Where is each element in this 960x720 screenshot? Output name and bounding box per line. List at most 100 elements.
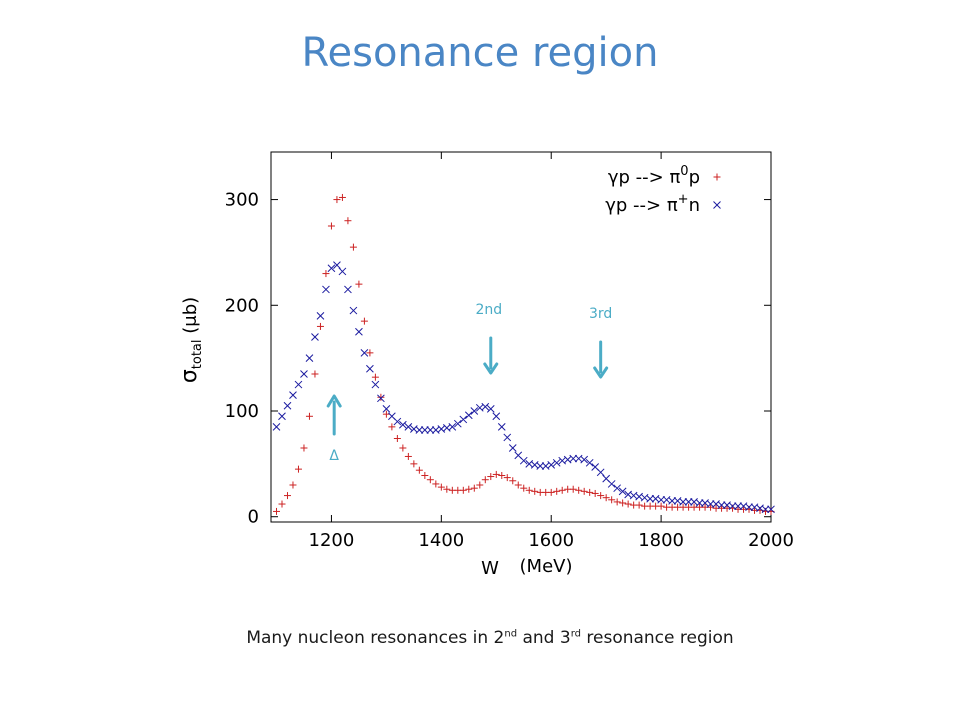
data-point [305,412,313,420]
data-point [465,485,473,493]
data-point [657,495,665,504]
cross-b [713,201,721,209]
data-point [404,452,412,460]
data-point [476,481,484,489]
cross-b [558,456,567,465]
caption-sup-nd: nd [504,628,518,640]
data-point [520,484,528,492]
cross-b [294,380,303,389]
y-tick-label: 0 [248,507,259,528]
data-point [426,476,434,484]
data-point [580,487,588,495]
cross-b [745,503,753,512]
data-point [283,401,292,410]
data-point [349,243,357,251]
legend-entry-label: γp --> π+n [605,192,700,216]
cross-b [470,407,479,415]
x-tick-label: 1800 [638,530,684,551]
data-point [432,480,440,488]
cross-b [761,505,770,514]
data-point [509,477,517,485]
legend-marker [713,173,721,181]
data-point [734,502,742,510]
cross-b [679,498,687,506]
cross-b [602,474,611,483]
data-point [272,507,280,515]
cross-b [349,306,358,315]
data-point [706,500,715,508]
data-point [338,193,346,201]
cross-b [767,505,775,514]
annotation-2nd: 2nd [475,302,502,375]
cross-b [591,463,600,471]
data-point [514,481,522,489]
data-point [635,501,643,509]
cross-b [377,394,385,403]
plot-frame [270,151,772,523]
cross-b [481,402,490,411]
data-point [371,373,379,381]
cross-b [580,455,589,464]
cross-b [519,456,528,465]
cross-b [399,420,407,429]
data-point [531,487,539,495]
data-point [717,501,726,509]
data-point [668,497,676,505]
data-point [338,267,347,276]
data-point [415,466,423,474]
cross-b [486,405,495,413]
data-point [487,473,495,481]
data-point [366,349,374,357]
annotations: Δ 2nd 3rd [326,302,612,464]
data-point [443,485,451,493]
cross-b [596,468,605,477]
data-point [624,500,632,508]
data-point [586,488,594,496]
data-point [695,499,704,507]
data-point [344,217,352,225]
data-point [585,458,594,467]
data-point [761,505,770,514]
caption-text-1: Many nucleon resonances in 2 [246,628,505,648]
cross-b [366,364,374,373]
data-point [503,433,512,442]
cross-b [547,461,556,469]
cross-b [536,462,545,470]
cross-b [360,349,369,357]
series-layer [272,193,775,515]
cross-b [607,480,616,488]
data-point [420,426,429,434]
annotation-: Δ [326,394,342,464]
data-point [553,487,561,495]
cross-b [585,458,594,467]
data-point [382,410,390,418]
data-point [547,461,556,469]
slide-caption: Many nucleon resonances in 2nd and 3rd r… [0,628,960,648]
y-axis-title-unit: (μb) [180,297,201,334]
data-point [602,494,610,502]
x-tick-label: 1200 [309,530,355,551]
series-pipn [272,261,775,514]
caption-sup-rd: rd [570,628,581,640]
data-point [613,498,621,506]
cross-b [431,426,440,434]
data-point [327,264,336,273]
data-point [607,480,616,488]
cross-b [311,333,319,341]
data-point [569,454,578,463]
legend-entry-label: γp --> π0p [608,164,700,188]
x-tick-label: 1400 [418,530,464,551]
data-point [679,498,687,506]
data-point [294,465,302,473]
cross-b [508,444,517,452]
arrow-head [483,362,499,375]
arrow-head [593,366,609,379]
cross-b [514,451,523,460]
cross-b [426,426,435,434]
cross-b [563,455,572,464]
data-point [305,354,314,362]
cross-b [388,412,396,421]
data-point [437,483,445,491]
y-axis-ticks: 0 100 200 300 [225,190,771,528]
